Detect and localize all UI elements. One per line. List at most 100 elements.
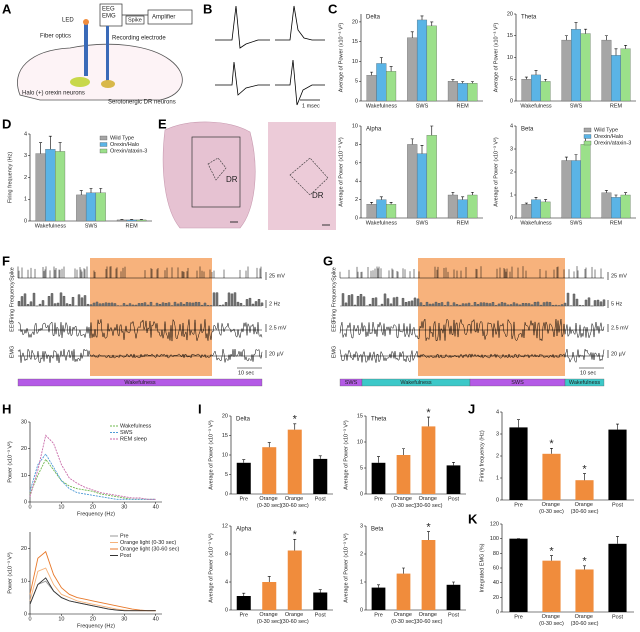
x-tick-label: REM	[610, 220, 623, 226]
y-tick-label: 10	[222, 452, 228, 458]
y-axis-label: Average of Power (x10⁻³ V²)	[343, 533, 349, 603]
panel-label: F	[2, 253, 10, 268]
error-bar	[242, 459, 246, 463]
chart-title: Delta	[236, 417, 251, 423]
trace	[17, 318, 263, 342]
error-bar	[410, 31, 414, 38]
x-tick-label: Pre	[514, 502, 523, 508]
y-tick-label: 3	[360, 523, 363, 529]
bar	[540, 201, 551, 219]
bar	[521, 79, 532, 102]
error-bar	[461, 196, 465, 200]
bar	[396, 455, 411, 494]
bar	[371, 462, 386, 494]
error-bar	[39, 142, 43, 154]
y-tick-label: 3	[496, 431, 499, 437]
bar	[608, 429, 627, 500]
y-axis-label: Average of Power (x10⁻³ V²)	[208, 420, 214, 490]
error-bar	[379, 196, 383, 200]
error-bar	[79, 190, 83, 195]
significance: *	[582, 464, 587, 476]
panel-e	[162, 121, 336, 230]
bar	[116, 219, 127, 222]
trace	[339, 318, 605, 342]
label: EEG	[102, 7, 115, 13]
y-tick-label: 5	[355, 79, 358, 85]
row-label: Firing Frequency	[9, 281, 15, 323]
y-tick-label: 8	[225, 551, 228, 557]
y-tick-label: 1	[360, 579, 363, 585]
significance: *	[426, 407, 431, 419]
legend-swatch	[99, 142, 108, 147]
label: Halo (+) orexin neurons	[22, 91, 85, 97]
y-tick-label: 0	[24, 499, 27, 505]
legend-label: Wild Type	[594, 127, 618, 133]
bar	[416, 153, 428, 219]
bar	[509, 538, 528, 612]
x-tick-label: Orange (0-30 sec)	[391, 612, 416, 625]
scale-label: 20 µV	[269, 351, 284, 357]
x-tick-label: Post	[612, 614, 623, 620]
x-tick-label: Orange (30-60 sec)	[281, 496, 309, 509]
y-tick-label: 80	[493, 551, 499, 557]
y-tick-label: 60	[493, 565, 499, 571]
x-tick-label: SWS	[570, 220, 583, 226]
error-bar	[624, 45, 628, 49]
chart-title: Theta	[371, 417, 387, 423]
error-bar	[267, 442, 271, 448]
y-tick-label: 6	[355, 160, 358, 166]
bar	[313, 592, 328, 610]
trace	[340, 292, 606, 307]
y-tick-label: 30	[21, 419, 27, 425]
waveform	[275, 5, 325, 41]
bar	[446, 584, 461, 610]
error-bar	[470, 81, 474, 84]
legend-label: Orange light (30-60 sec)	[120, 546, 179, 552]
bar	[580, 144, 591, 219]
row-label: Spike	[331, 267, 337, 281]
bar	[366, 204, 377, 219]
y-tick-label: 4	[355, 179, 358, 185]
x-tick-label: SWS	[570, 103, 583, 109]
x-tick-label: Wakefulness	[520, 220, 552, 226]
panel-label: H	[2, 401, 11, 416]
y-tick-label: 4	[496, 409, 499, 415]
label: Amplifier	[152, 15, 175, 21]
x-tick-label: Wakefulness	[366, 220, 398, 226]
bar	[467, 83, 478, 102]
y-tick-label: 20	[493, 595, 499, 601]
row-label: EEG	[331, 320, 337, 332]
error-bar	[544, 78, 548, 82]
y-tick-label: 0	[360, 491, 363, 497]
y-tick-label: 0	[225, 607, 228, 613]
line-series	[29, 550, 156, 612]
bar	[136, 219, 147, 222]
y-tick-label: 0	[355, 98, 358, 104]
x-tick-label: SWS	[416, 103, 429, 109]
y-axis-label: Average of Power (x10⁻³ V²)	[338, 137, 344, 207]
legend-label: SWS	[120, 430, 133, 436]
label: EMG	[102, 14, 116, 20]
label: Spike	[128, 17, 142, 23]
error-bar	[574, 154, 578, 161]
bar	[531, 74, 541, 102]
x-tick-label: Wakefulness	[35, 223, 67, 229]
y-tick-label: 40	[493, 580, 499, 586]
x-tick-label: Orange (30-60 sec)	[415, 612, 443, 625]
row-label: EMG	[9, 346, 15, 359]
legend-label: Orange light (0-30 sec)	[120, 540, 176, 546]
y-tick-label: 2	[24, 175, 27, 181]
y-tick-label: 120	[490, 521, 499, 527]
scale-label: 2 Hz	[269, 301, 281, 307]
bar	[236, 596, 251, 610]
state-label: SWS	[345, 380, 358, 386]
trace	[339, 266, 604, 279]
row-label: Spike	[9, 267, 15, 281]
bar	[376, 63, 387, 102]
y-tick-label: 2	[360, 551, 363, 557]
error-bar	[430, 21, 434, 26]
amplifier-box	[147, 9, 193, 25]
panel-b	[215, 5, 325, 106]
error-bar	[614, 194, 618, 198]
